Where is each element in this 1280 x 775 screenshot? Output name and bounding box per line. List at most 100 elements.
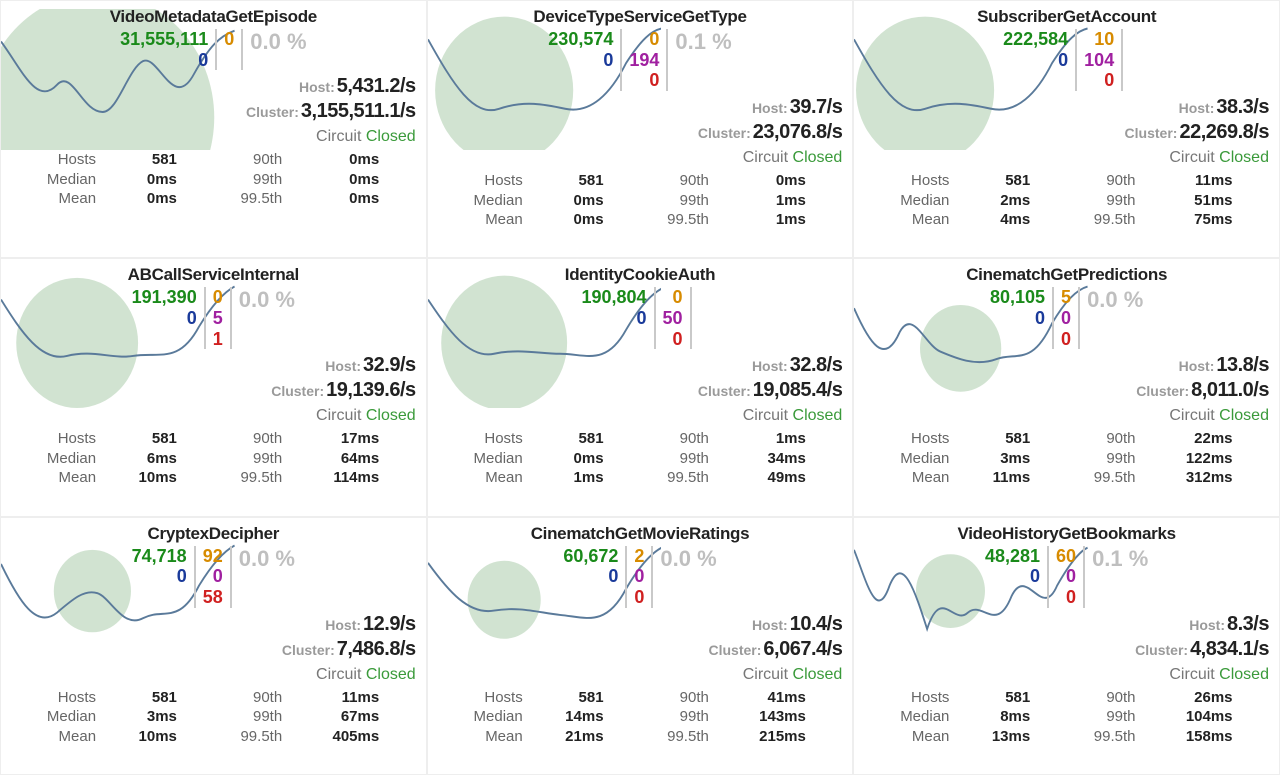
host-rate-label: Host:: [1189, 617, 1225, 633]
circuit-status-line: Circuit Closed: [864, 149, 1269, 167]
stats-row: Mean21ms99.5th215ms: [438, 727, 843, 747]
stats-label: Hosts: [11, 150, 104, 170]
host-rate-value: 10.4/s: [790, 613, 843, 635]
short-circuit-count: 0: [198, 50, 208, 71]
cluster-rate-label: Cluster:: [698, 383, 751, 399]
timeout-failure-block: 200: [627, 546, 651, 608]
stats-row: Mean13ms99.5th158ms: [864, 727, 1269, 747]
timeout-count: 10: [1094, 29, 1114, 50]
cell-content: SubscriberGetAccount222,5840101040Host:3…: [864, 7, 1269, 249]
success-error-block: 31,555,1110: [113, 29, 215, 70]
success-count: 74,718: [132, 546, 187, 567]
circuit-status: Closed: [1219, 407, 1269, 424]
monitor-cell: CinematchGetPredictions80,10505000.0 %Ho…: [853, 258, 1280, 516]
monitor-cell: DeviceTypeServiceGetType230,5740019400.1…: [427, 0, 854, 258]
command-title: CryptexDecipher: [11, 524, 416, 544]
stats-label: 90th: [1030, 171, 1143, 191]
timeout-failure-block: 0: [217, 29, 241, 50]
cluster-rate-line: Cluster:19,085.4/s: [438, 378, 843, 403]
short-circuit-count: 0: [637, 308, 647, 329]
cluster-rate-label: Cluster:: [1136, 383, 1189, 399]
stats-label: Median: [438, 191, 531, 211]
stats-label: 90th: [604, 429, 717, 449]
cluster-rate-value: 7,486.8/s: [337, 638, 416, 660]
error-percentage: 0.0 %: [1087, 287, 1143, 312]
command-title: VideoHistoryGetBookmarks: [864, 524, 1269, 544]
stats-label: 99th: [604, 449, 717, 469]
stats-label: 99th: [1030, 191, 1143, 211]
stats-label: Mean: [864, 210, 957, 230]
stats-label: 99th: [604, 707, 717, 727]
stats-label: Hosts: [864, 171, 957, 191]
host-rate-line: Host:8.3/s: [864, 612, 1269, 637]
stats-label: 99th: [604, 191, 717, 211]
error-percentage: 0.0 %: [250, 29, 306, 54]
cell-content: ABCallServiceInternal191,39000510.0 %Hos…: [11, 265, 416, 507]
stats-label: 99th: [177, 707, 290, 727]
command-title: IdentityCookieAuth: [438, 265, 843, 285]
metrics-row: 80,10505000.0 %: [864, 287, 1269, 349]
stats-value: 0ms: [104, 189, 177, 209]
host-rate-line: Host:39.7/s: [438, 95, 843, 120]
stats-row: Median6ms99th64ms: [11, 449, 416, 469]
stats-value: 143ms: [717, 707, 806, 727]
stats-value: 67ms: [290, 707, 379, 727]
success-count: 60,672: [563, 546, 618, 567]
stats-value: 41ms: [717, 688, 806, 708]
stats-value: 4ms: [957, 210, 1030, 230]
error-percentage: 0.0 %: [239, 287, 295, 312]
success-count: 190,804: [581, 287, 646, 308]
failure-count: 1: [213, 329, 223, 350]
cell-content: VideoHistoryGetBookmarks48,281060000.1 %…: [864, 524, 1269, 766]
host-rate-label: Host:: [299, 79, 335, 95]
cell-content: CinematchGetPredictions80,10505000.0 %Ho…: [864, 265, 1269, 507]
stats-value: 8ms: [957, 707, 1030, 727]
metrics-row: 190,80400500: [438, 287, 843, 349]
host-rate-label: Host:: [752, 100, 788, 116]
cluster-rate-value: 19,085.4/s: [753, 379, 843, 401]
monitor-cell: SubscriberGetAccount222,5840101040Host:3…: [853, 0, 1280, 258]
stats-row: Median0ms99th34ms: [438, 449, 843, 469]
stats-label: Hosts: [438, 688, 531, 708]
latency-stats-table: Hosts58190th0msMedian0ms99th1msMean0ms99…: [438, 171, 843, 230]
cluster-rate-value: 22,269.8/s: [1179, 121, 1269, 143]
rejected-count: 0: [1061, 308, 1071, 329]
stats-label: Hosts: [864, 429, 957, 449]
stats-value: 0ms: [717, 171, 806, 191]
stats-value: 22ms: [1144, 429, 1233, 449]
failure-count: 58: [203, 587, 223, 608]
success-count: 230,574: [548, 29, 613, 50]
timeout-count: 0: [224, 29, 234, 50]
host-rate-value: 12.9/s: [363, 613, 416, 635]
stats-row: Mean10ms99.5th114ms: [11, 468, 416, 488]
timeout-failure-block: 92058: [196, 546, 230, 608]
stats-value: 11ms: [1144, 171, 1233, 191]
timeout-count: 0: [649, 29, 659, 50]
cluster-rate-label: Cluster:: [709, 642, 762, 658]
stats-value: 1ms: [531, 468, 604, 488]
error-pct-block: 0.1 %: [1085, 546, 1155, 571]
error-pct-block: 0.1 %: [668, 29, 738, 54]
stats-value: 13ms: [957, 727, 1030, 747]
rates-block: Host:38.3/sCluster:22,269.8/s: [864, 95, 1269, 145]
metrics-row: 191,39000510.0 %: [11, 287, 416, 349]
stats-value: 215ms: [717, 727, 806, 747]
stats-row: Hosts58190th0ms: [11, 150, 416, 170]
stats-value: 405ms: [290, 727, 379, 747]
stats-label: 99.5th: [177, 727, 290, 747]
cluster-rate-label: Cluster:: [1125, 125, 1178, 141]
cluster-rate-line: Cluster:23,076.8/s: [438, 120, 843, 145]
host-rate-line: Host:5,431.2/s: [11, 74, 416, 99]
stats-value: 122ms: [1144, 449, 1233, 469]
rates-block: Host:39.7/sCluster:23,076.8/s: [438, 95, 843, 145]
success-count: 222,584: [1003, 29, 1068, 50]
success-error-block: 222,5840: [996, 29, 1075, 70]
failure-count: 0: [673, 329, 683, 350]
success-count: 31,555,111: [120, 29, 208, 50]
stats-value: 158ms: [1144, 727, 1233, 747]
stats-label: 90th: [1030, 688, 1143, 708]
cluster-rate-value: 3,155,511.1/s: [301, 100, 416, 122]
stats-label: 99.5th: [1030, 727, 1143, 747]
metrics-row: 31,555,111000.0 %: [11, 29, 416, 70]
stats-value: 51ms: [1144, 191, 1233, 211]
